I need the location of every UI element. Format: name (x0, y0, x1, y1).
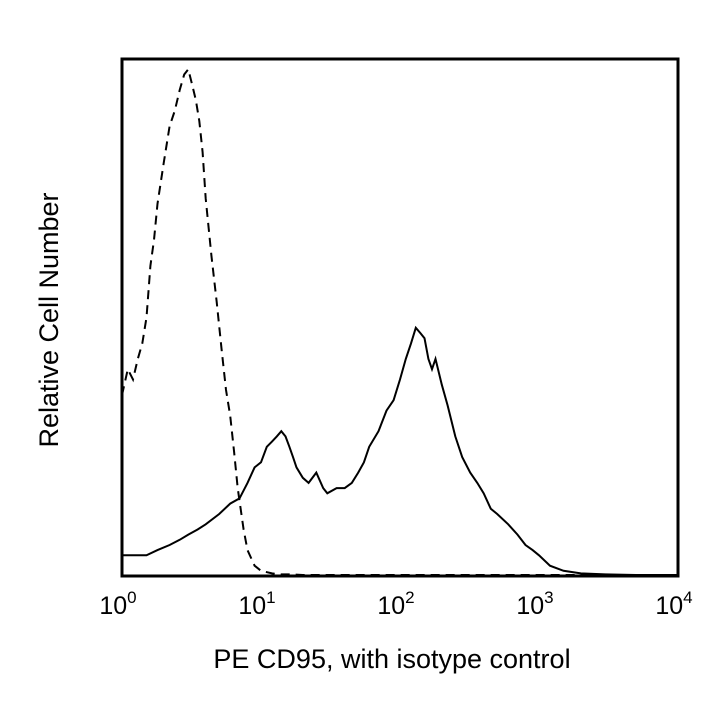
x-tick-exponent: 1 (266, 588, 275, 607)
x-tick-base: 10 (377, 592, 405, 620)
x-tick-exponent: 0 (127, 588, 136, 607)
x-tick-label-0: 100 (99, 588, 136, 620)
x-tick-labels: 100 101 102 103 104 (99, 588, 692, 620)
y-axis-title: Relative Cell Number (34, 192, 64, 447)
x-tick-exponent: 2 (405, 588, 414, 607)
x-tick-label-2: 102 (377, 588, 414, 620)
x-tick-label-1: 101 (238, 588, 275, 620)
x-tick-exponent: 4 (683, 588, 692, 607)
isotype-control-histogram-line (121, 67, 678, 576)
x-tick-base: 10 (238, 592, 266, 620)
x-tick-base: 10 (99, 592, 127, 620)
x-tick-exponent: 3 (544, 588, 553, 607)
x-tick-base: 10 (516, 592, 544, 620)
plot-frame (120, 57, 680, 578)
pe-cd95-histogram-line (122, 325, 678, 576)
series-layer (121, 67, 678, 576)
x-tick-label-4: 104 (655, 588, 692, 620)
x-tick-base: 10 (655, 592, 683, 620)
x-axis-title: PE CD95, with isotype control (213, 644, 570, 674)
x-tick-label-3: 103 (516, 588, 553, 620)
